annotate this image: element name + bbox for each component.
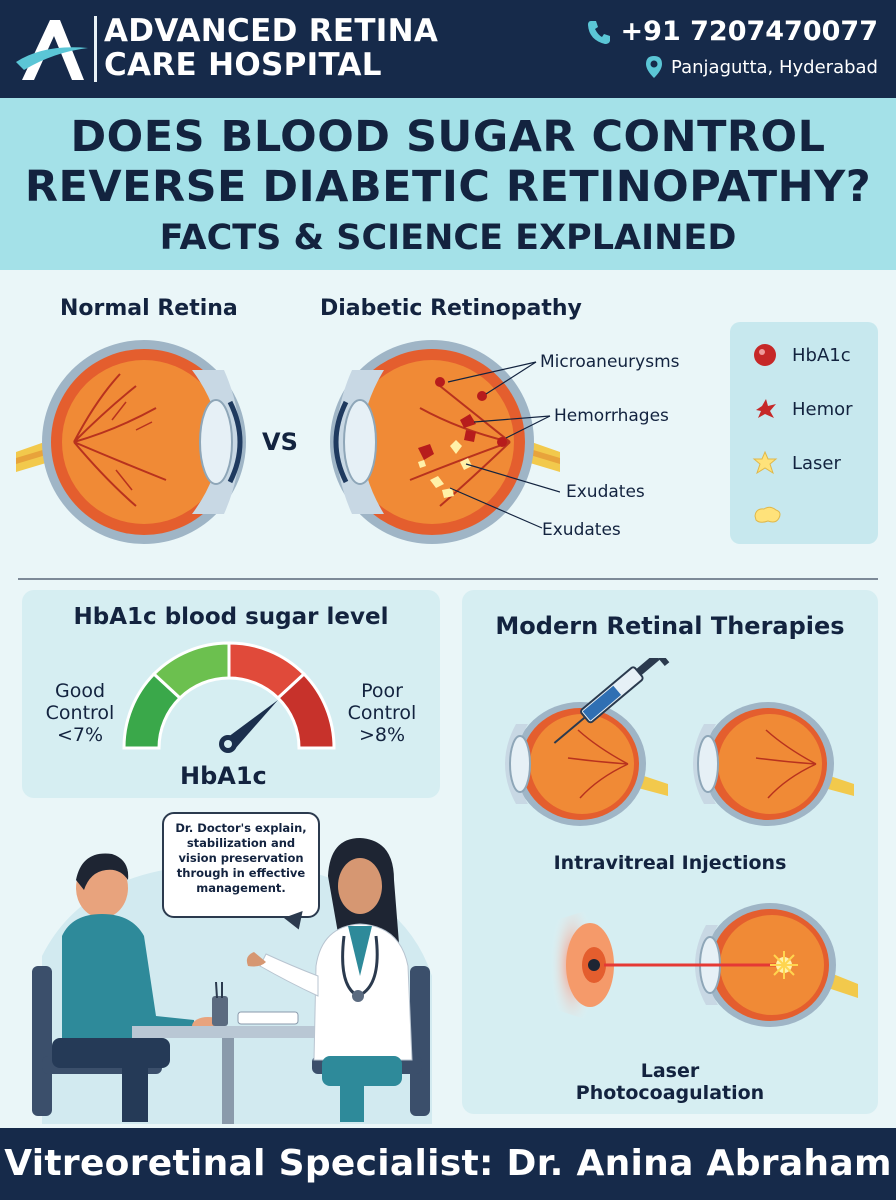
legend-label: HbA1c (792, 344, 851, 366)
intravitreal-injection-illustration (505, 658, 854, 826)
callout-hemorrhages: Hemorrhages (554, 406, 669, 426)
legend-label: Hemor (792, 398, 853, 420)
hba1c-gauge (122, 641, 336, 753)
phone-number[interactable]: +91 7207470077 (620, 16, 878, 47)
good-line-2: Control (45, 702, 115, 724)
location-text: Panjagutta, Hyderabad (671, 56, 878, 78)
header-bar: ADVANCED RETINA CARE HOSPITAL +91 720747… (0, 0, 896, 98)
poor-control-label: Poor Control >8% (344, 680, 420, 746)
diabetic-retinopathy-label: Diabetic Retinopathy (320, 296, 582, 321)
callout-exudates-2: Exudates (542, 520, 621, 540)
red-dot-icon (754, 344, 776, 366)
good-line-1: Good (54, 680, 106, 702)
brand-line-2: CARE HOSPITAL (104, 47, 382, 83)
legend-item-hba1c: HbA1c (752, 342, 851, 368)
location-row: Panjagutta, Hyderabad (585, 55, 878, 79)
therapies-title: Modern Retinal Therapies (495, 612, 845, 640)
normal-retina-label: Normal Retina (60, 296, 238, 321)
title-band (0, 98, 896, 270)
title-line-1: DOES BLOOD SUGAR CONTROL (70, 112, 826, 162)
legend-label: Laser (792, 452, 841, 474)
poor-line-2: Control (347, 702, 417, 724)
legend-item-laser: Laser (752, 450, 841, 476)
hemorrhage-splat-icon (756, 399, 776, 418)
section-divider (18, 578, 878, 580)
phone-icon (587, 20, 610, 44)
gauge-label: HbA1c (180, 762, 267, 790)
hba1c-title: HbA1c blood sugar level (73, 604, 389, 630)
diabetic-eye-illustration (330, 340, 560, 544)
laser-line-2: Photocoagulation (575, 1082, 765, 1104)
injections-label: Intravitreal Injections (553, 852, 787, 874)
legend-item-exudate (752, 504, 782, 526)
good-control-label: Good Control <7% (44, 680, 116, 746)
callout-exudates-1: Exudates (566, 482, 645, 502)
legend-item-hemor: Hemor (752, 396, 853, 422)
logo-a-icon (16, 20, 88, 80)
laser-line-1: Laser (640, 1060, 700, 1082)
normal-eye-illustration (16, 340, 246, 544)
exudate-blob-icon (754, 506, 781, 523)
footer-bar: Vitreoretinal Specialist: Dr. Anina Abra… (0, 1128, 896, 1200)
doctor-patient-illustration (32, 838, 432, 1124)
page-title: DOES BLOOD SUGAR CONTROL REVERSE DIABETI… (0, 112, 896, 262)
title-line-3: FACTS & SCIENCE EXPLAINED (159, 218, 737, 258)
laser-photocoagulation-illustration (550, 903, 858, 1027)
speech-bubble: Dr. Doctor's explain, stabilization and … (162, 812, 320, 918)
therapies-panel: Modern Retinal Therapies Intravitreal In… (462, 590, 878, 1114)
legend-box: HbA1c Hemor Laser (730, 322, 878, 544)
callout-microaneurysms: Microaneurysms (540, 352, 680, 372)
good-line-3: <7% (56, 724, 104, 746)
hba1c-panel: HbA1c blood sugar level Good Control <7%… (22, 590, 440, 798)
phone-row[interactable]: +91 7207470077 (585, 16, 878, 47)
location-pin-icon (646, 56, 663, 78)
poor-line-1: Poor (361, 680, 403, 702)
hospital-name: ADVANCED RETINA CARE HOSPITAL (104, 14, 438, 82)
vs-label: VS (262, 428, 298, 456)
poor-line-3: >8% (358, 724, 406, 746)
brand-line-1: ADVANCED RETINA (104, 13, 439, 49)
logo-divider (94, 16, 97, 82)
laser-label: Laser Photocoagulation (462, 1060, 878, 1104)
contact-block: +91 7207470077 Panjagutta, Hyderabad (585, 16, 878, 79)
star-burst-icon (752, 450, 778, 475)
title-line-2: REVERSE DIABETIC RETINOPATHY? (24, 162, 872, 212)
